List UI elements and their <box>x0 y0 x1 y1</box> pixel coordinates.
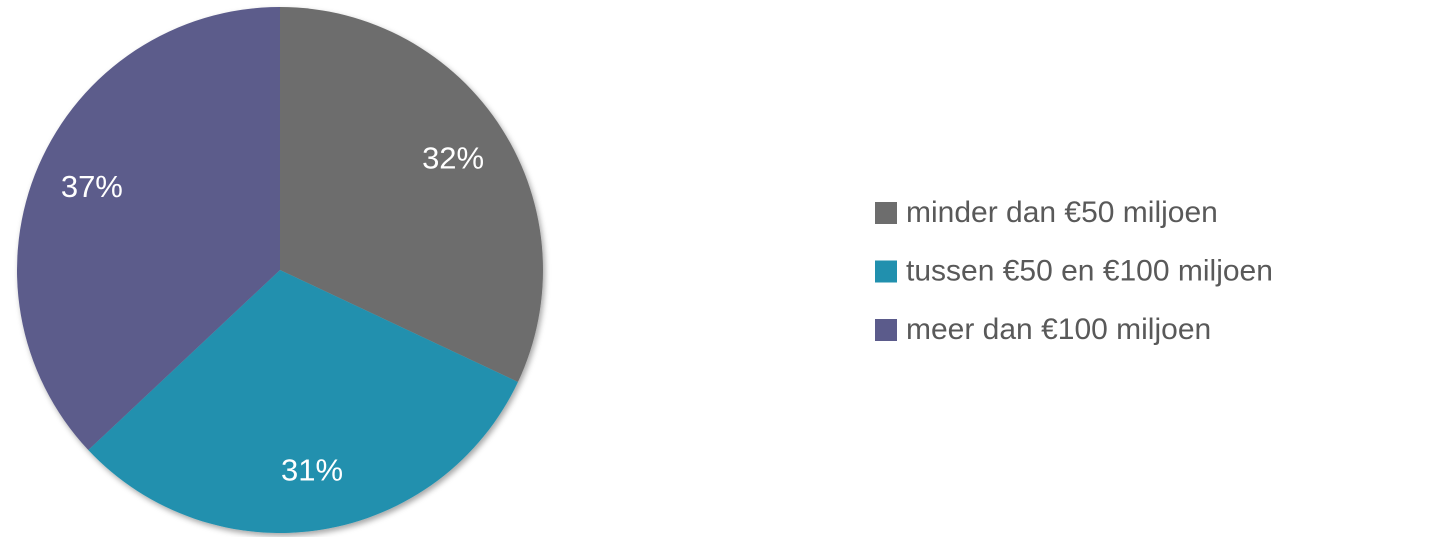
legend-swatch <box>875 202 897 224</box>
pie-slice <box>16 7 280 451</box>
legend-label: minder dan €50 miljoen <box>906 196 1218 229</box>
legend-label: tussen €50 en €100 miljoen <box>906 254 1273 287</box>
data-label: 37% <box>61 169 123 204</box>
legend-label: meer dan €100 miljoen <box>906 313 1211 346</box>
pie <box>16 7 543 533</box>
legend-swatch <box>875 260 897 283</box>
data-label: 31% <box>281 453 343 488</box>
legend-swatch <box>875 319 897 341</box>
data-label: 32% <box>422 140 484 175</box>
pie-slice <box>280 7 543 382</box>
pie-slice <box>88 270 518 533</box>
